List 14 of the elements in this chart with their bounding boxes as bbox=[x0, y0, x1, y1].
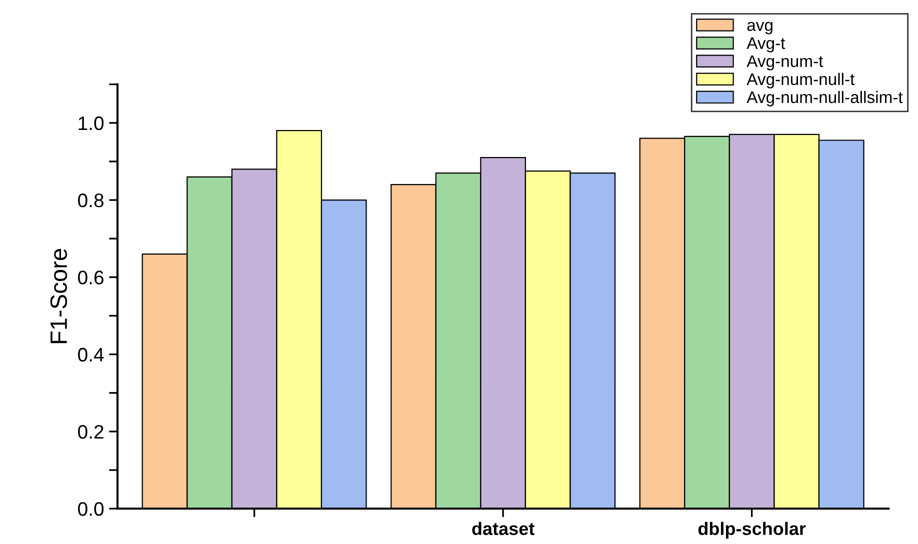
y-tick-label: 1.0 bbox=[78, 116, 104, 130]
x-tick-label: dataset bbox=[472, 522, 534, 536]
x-tick-label: dblp-scholar bbox=[698, 522, 806, 539]
y-tick-label: 0.6 bbox=[78, 270, 104, 284]
y-tick-label: 0.2 bbox=[78, 424, 104, 439]
y-tick-label: 0.0 bbox=[78, 502, 104, 516]
legend-label: Avg-num-t bbox=[746, 55, 824, 70]
legend-label: Avg-num-null-t bbox=[746, 72, 855, 88]
legend-label: avg bbox=[747, 22, 772, 34]
legend-label: Avg-num-null-allsim-t bbox=[746, 90, 903, 106]
legend-label: Avg-t bbox=[746, 37, 786, 52]
y-tick-label: 0.4 bbox=[78, 348, 104, 362]
y-tick-label: 0.8 bbox=[78, 194, 104, 208]
y-axis-title: F1-Score bbox=[50, 248, 68, 344]
